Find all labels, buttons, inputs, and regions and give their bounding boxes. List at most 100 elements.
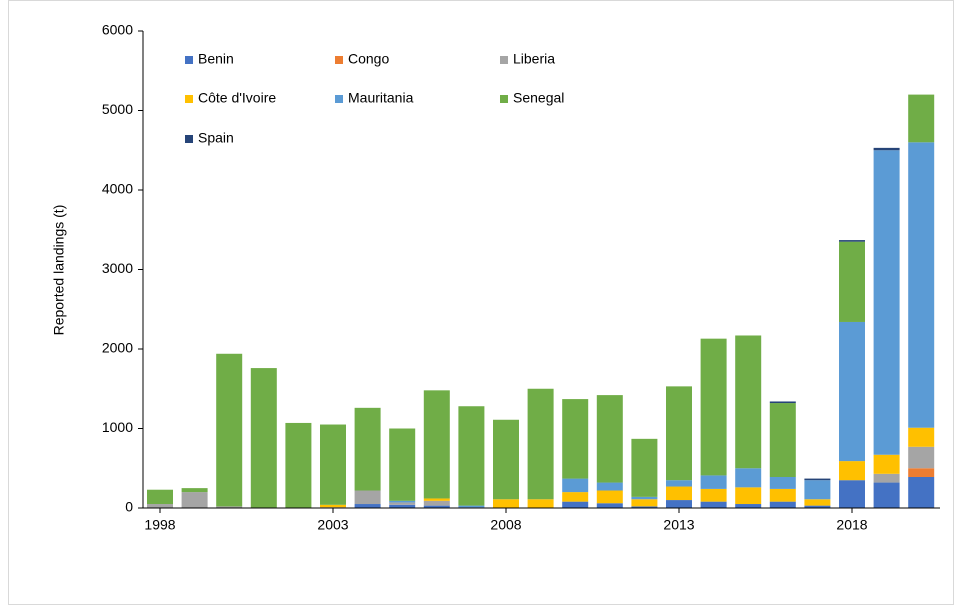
legend-swatch [500, 95, 508, 103]
bar-segment [423, 390, 450, 499]
bar-segment [493, 499, 519, 508]
bar-segment [596, 482, 623, 491]
bar-segment [804, 499, 831, 506]
bar-segment [873, 473, 900, 483]
bar-segment [769, 403, 796, 477]
bar-segment [389, 500, 416, 503]
y-tick-label: 4000 [102, 181, 133, 197]
bar-segment [735, 468, 762, 488]
x-tick-label: 2008 [490, 517, 521, 533]
legend-label: Mauritania [348, 90, 414, 106]
bar-segment [839, 241, 865, 322]
legend-label: Spain [198, 130, 234, 146]
bar-segment [700, 338, 727, 476]
bar-segment [735, 487, 762, 505]
y-axis-label: Reported landings (t) [51, 205, 67, 336]
bar-segment [354, 490, 381, 505]
bar-segment [839, 461, 865, 481]
bar-segment [250, 368, 277, 508]
x-tick-label: 2013 [663, 517, 694, 533]
bar-segment [423, 498, 450, 501]
bar-segment [147, 504, 173, 508]
bar-segment [908, 427, 935, 447]
bar-segment [216, 506, 243, 508]
y-tick-label: 3000 [102, 260, 133, 276]
bar-segment [527, 499, 554, 508]
bar-segment [700, 501, 727, 508]
bar-segment [873, 454, 900, 474]
bar-segment [804, 478, 831, 481]
bar-segment [839, 240, 865, 242]
legend-label: Congo [348, 51, 389, 67]
bar-segment [562, 501, 589, 508]
bar-segment [666, 500, 692, 508]
bar-segment [147, 489, 173, 505]
bar-segment [666, 486, 692, 501]
bar-segment [631, 499, 658, 507]
bar-segment [769, 476, 796, 489]
bar-segment [181, 488, 208, 493]
bar-segment [562, 478, 589, 493]
legend-swatch [185, 95, 193, 103]
legend-swatch [335, 56, 343, 64]
bar-segment [631, 438, 658, 497]
x-tick-label: 2003 [317, 517, 348, 533]
bar-segment [596, 395, 623, 483]
bar-segment [735, 335, 762, 469]
bar-segment [666, 480, 692, 487]
bar-segment [562, 492, 589, 502]
bar-segment [389, 504, 416, 508]
bar-segment [666, 386, 692, 481]
bar-segment [908, 468, 935, 477]
bar-segment [389, 428, 416, 501]
bar-segment [562, 399, 589, 479]
legend-swatch [185, 56, 193, 64]
legend-swatch [500, 56, 508, 64]
bar-segment [908, 476, 935, 508]
bar-segment [458, 505, 485, 508]
bar-segment [458, 406, 485, 506]
bar-segment [631, 496, 658, 500]
bar-segment [354, 504, 381, 508]
bar-segment [908, 142, 935, 428]
legend-swatch [185, 135, 193, 143]
legend-swatch [335, 95, 343, 103]
chart-frame [8, 0, 954, 605]
bar-segment [804, 505, 831, 508]
y-tick-label: 5000 [102, 101, 133, 117]
bar-segment [389, 502, 416, 505]
bar-segment [873, 147, 900, 151]
y-tick-label: 0 [125, 499, 133, 515]
bar-segment [285, 422, 312, 508]
bar-segment [700, 475, 727, 489]
bar-segment [804, 480, 831, 500]
bar-segment [423, 500, 450, 506]
bar-segment [320, 424, 346, 505]
bar-segment [839, 321, 865, 462]
bar-segment [700, 488, 727, 502]
y-tick-label: 1000 [102, 419, 133, 435]
bar-segment [769, 401, 796, 404]
bar-segment [181, 492, 208, 508]
bar-segment [873, 482, 900, 508]
bar-segment [908, 94, 935, 143]
bar-segment [527, 388, 554, 500]
bar-segment [631, 506, 658, 508]
legend-label: Liberia [513, 51, 555, 67]
bar-segment [596, 503, 623, 508]
bar-segment [839, 480, 865, 508]
bar-segment [735, 504, 762, 508]
legend-label: Senegal [513, 90, 564, 106]
legend-label: Benin [198, 51, 234, 67]
bar-segment [216, 353, 243, 507]
y-tick-label: 2000 [102, 340, 133, 356]
bar-segment [769, 488, 796, 502]
bar-segment [873, 150, 900, 455]
bar-segment [423, 505, 450, 508]
bar-segment [354, 407, 381, 491]
bar-segment [320, 504, 346, 508]
bar-segment [493, 419, 519, 500]
legend-label: Côte d'Ivoire [198, 90, 276, 106]
x-tick-label: 2018 [836, 517, 867, 533]
